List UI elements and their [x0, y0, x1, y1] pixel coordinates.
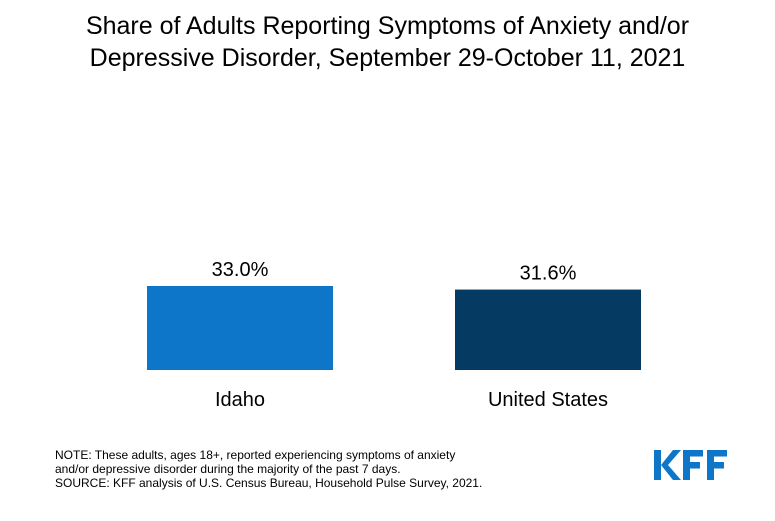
note-line-2: and/or depressive disorder during the ma…: [55, 462, 401, 476]
note-line-1: NOTE: These adults, ages 18+, reported e…: [55, 448, 456, 462]
bar-idaho: [147, 286, 333, 370]
value-label-idaho: 33.0%: [212, 259, 269, 281]
chart-title-line-2: Depressive Disorder, September 29-Octobe…: [89, 44, 686, 72]
source-line: SOURCE: KFF analysis of U.S. Census Bure…: [55, 476, 483, 490]
chart-title: Share of Adults Reporting Symptoms of An…: [0, 10, 775, 74]
category-label-idaho: Idaho: [215, 389, 265, 411]
bar-united-states: [455, 289, 641, 370]
footnote: NOTE: These adults, ages 18+, reported e…: [55, 448, 615, 490]
kff-logo: [654, 450, 730, 485]
value-label-united-states: 31.6%: [520, 263, 577, 285]
chart-title-line-1: Share of Adults Reporting Symptoms of An…: [85, 12, 690, 40]
category-label-united-states: United States: [488, 389, 608, 411]
kff-logo-mark: [654, 450, 727, 480]
